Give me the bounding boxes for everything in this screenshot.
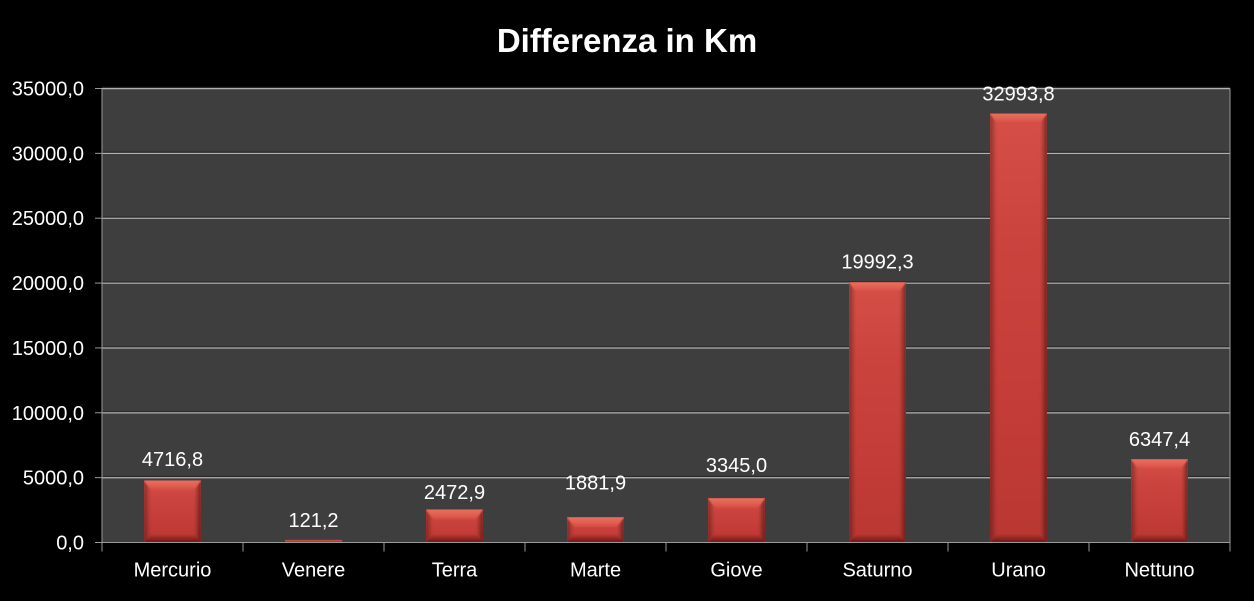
svg-text:Marte: Marte [570, 559, 621, 581]
svg-text:121,2: 121,2 [288, 510, 338, 532]
svg-text:20000,0: 20000,0 [12, 273, 84, 295]
svg-text:35000,0: 35000,0 [12, 79, 84, 101]
svg-text:32993,8: 32993,8 [982, 84, 1054, 106]
svg-text:25000,0: 25000,0 [12, 208, 84, 230]
svg-text:5000,0: 5000,0 [23, 468, 84, 490]
svg-text:Nettuno: Nettuno [1124, 559, 1194, 581]
svg-text:19992,3: 19992,3 [841, 252, 913, 274]
svg-text:Differenza in Km: Differenza in Km [497, 22, 757, 59]
svg-text:Venere: Venere [282, 559, 345, 581]
svg-text:30000,0: 30000,0 [12, 143, 84, 165]
svg-text:2472,9: 2472,9 [424, 482, 485, 504]
svg-text:6347,4: 6347,4 [1129, 429, 1190, 451]
svg-text:Saturno: Saturno [842, 559, 912, 581]
svg-text:Giove: Giove [710, 559, 762, 581]
svg-text:3345,0: 3345,0 [706, 455, 767, 477]
svg-text:4716,8: 4716,8 [142, 449, 203, 471]
svg-text:Mercurio: Mercurio [134, 559, 212, 581]
svg-text:Urano: Urano [991, 559, 1045, 581]
svg-text:0,0: 0,0 [56, 533, 84, 555]
svg-text:Terra: Terra [432, 559, 478, 581]
svg-text:10000,0: 10000,0 [12, 403, 84, 425]
svg-text:1881,9: 1881,9 [565, 472, 626, 494]
svg-text:15000,0: 15000,0 [12, 338, 84, 360]
